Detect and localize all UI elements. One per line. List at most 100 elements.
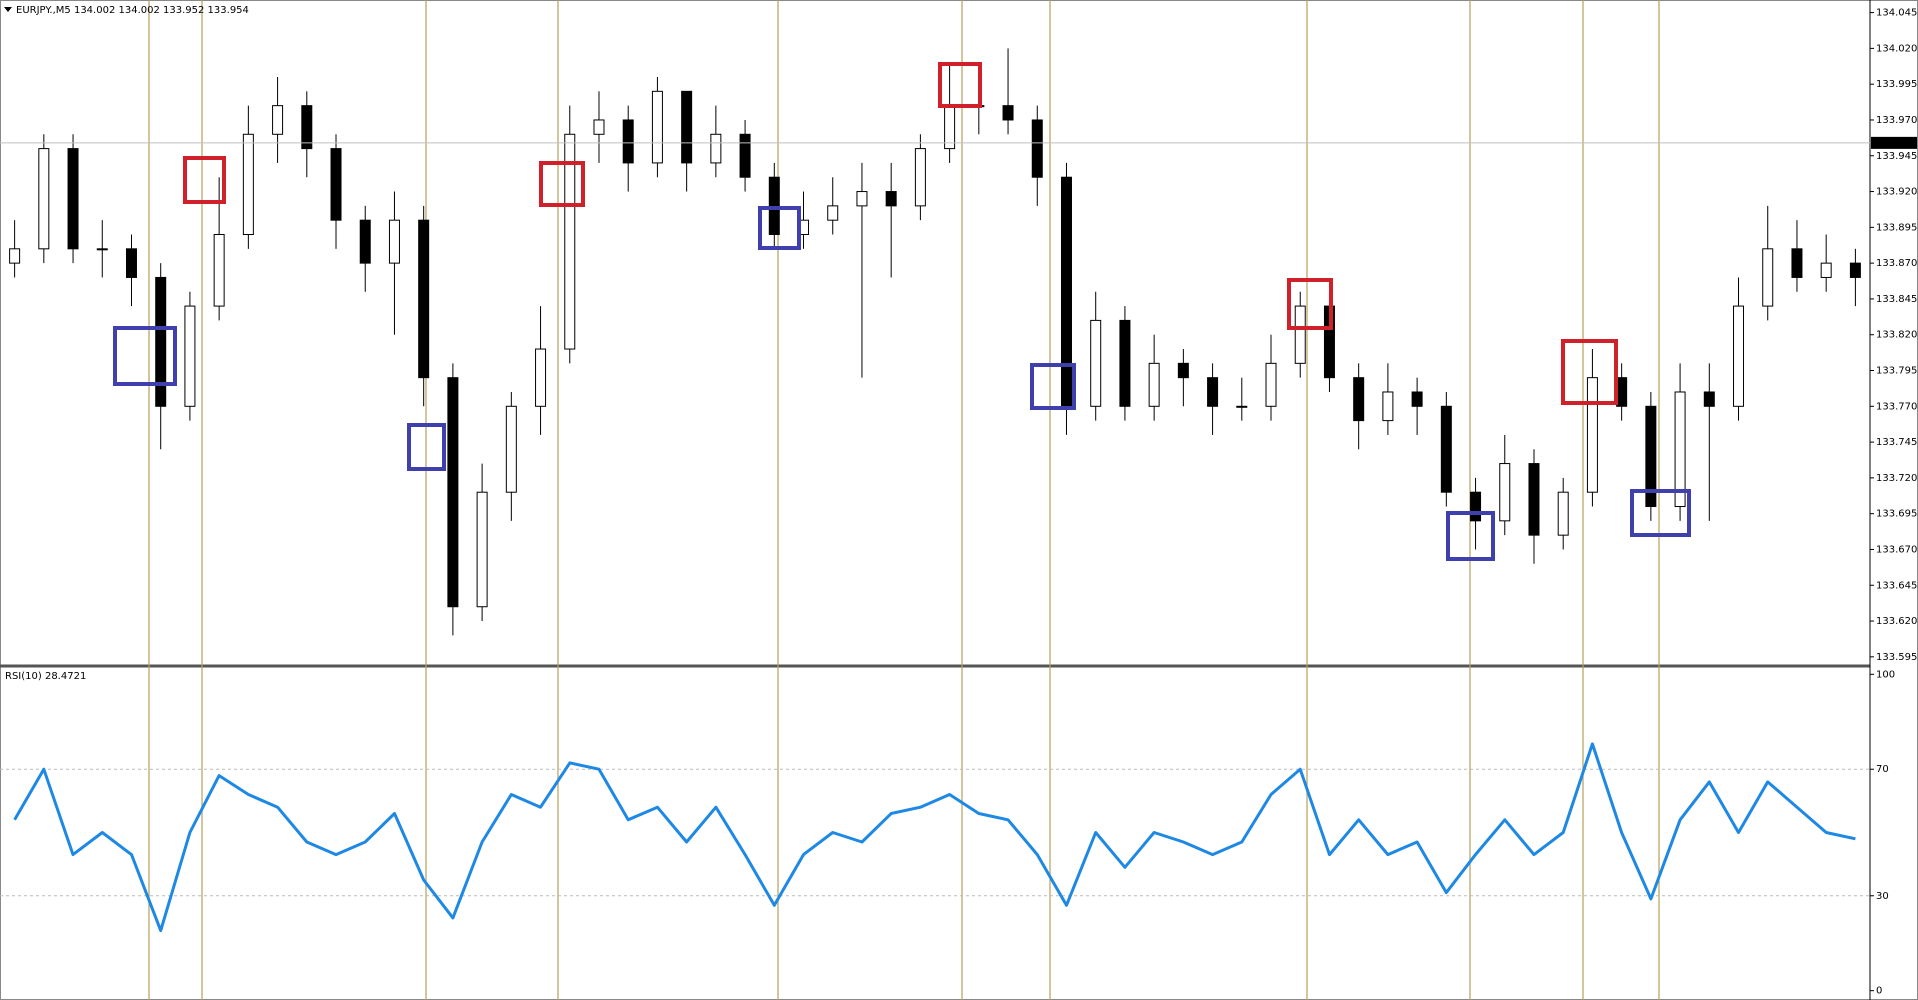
high-box xyxy=(1287,278,1333,330)
y-tick-label: 133.870 xyxy=(1876,258,1917,269)
candle-body xyxy=(622,119,634,164)
candle-body xyxy=(359,219,371,264)
y-tick-label: 133.770 xyxy=(1876,401,1917,412)
candle-body xyxy=(1528,463,1540,536)
marks xyxy=(0,48,1870,933)
y-tick-label: 133.595 xyxy=(1876,652,1917,663)
y-tick-label: 70 xyxy=(1876,764,1889,775)
candle-body xyxy=(1002,105,1014,121)
y-tick-label: 133.845 xyxy=(1876,294,1917,305)
y-tick-label: 133.995 xyxy=(1876,79,1917,90)
low-box xyxy=(1030,363,1076,410)
candle-body xyxy=(330,148,342,221)
indicator-title: RSI(10) 28.4721 xyxy=(5,671,86,682)
candle-body xyxy=(885,191,897,207)
y-tick-label: 133.920 xyxy=(1876,187,1917,198)
candle-body xyxy=(1616,377,1628,407)
y-tick-label: 133.670 xyxy=(1876,544,1917,555)
candle-body xyxy=(1353,377,1365,422)
candle-body xyxy=(1090,319,1102,407)
candle-body xyxy=(710,133,722,164)
candle-body xyxy=(96,248,108,251)
last-price-label: 133.954 xyxy=(1874,138,1915,149)
candle-body xyxy=(768,176,780,235)
menu-triangle[interactable] xyxy=(4,7,12,12)
candle-body xyxy=(1060,176,1072,407)
candle-body xyxy=(593,119,605,135)
low-box xyxy=(113,326,177,386)
y-tick-label: 134.045 xyxy=(1876,8,1917,19)
low-box xyxy=(407,423,446,471)
candle-body xyxy=(1762,248,1774,307)
y-tick-label: 133.745 xyxy=(1876,437,1917,448)
vertical-lines xyxy=(148,0,1660,1000)
candle-body xyxy=(447,377,459,608)
candle-body xyxy=(1703,391,1715,407)
candle-body xyxy=(944,105,956,150)
candle-body xyxy=(739,133,751,178)
high-box xyxy=(539,161,585,207)
candle-body xyxy=(1470,491,1482,522)
rsi-line xyxy=(13,742,1856,933)
candle-body xyxy=(1236,405,1248,408)
y-tick-label: 133.820 xyxy=(1876,330,1917,341)
candle-body xyxy=(1119,319,1131,407)
candle-body xyxy=(125,248,137,278)
candle-body xyxy=(1791,248,1803,278)
candle-body xyxy=(914,148,926,207)
candle-body xyxy=(9,248,21,264)
last-price-box xyxy=(1871,136,1917,149)
candle-body xyxy=(1645,405,1657,508)
candle-body xyxy=(388,219,400,264)
candle-body xyxy=(1148,362,1160,407)
low-box xyxy=(1630,489,1691,537)
high-box xyxy=(183,156,226,204)
candle-body xyxy=(1674,391,1686,508)
y-tick-label: 100 xyxy=(1876,669,1895,680)
y-tick-label: 133.795 xyxy=(1876,366,1917,377)
candle-body xyxy=(67,148,79,250)
candle-body xyxy=(856,191,868,207)
candle-body xyxy=(418,219,430,379)
candle-body xyxy=(38,148,50,250)
candle-body xyxy=(1557,491,1569,536)
candle-body xyxy=(1499,463,1511,522)
candle-body xyxy=(1265,362,1277,407)
candle-body xyxy=(1820,262,1832,278)
candle-body xyxy=(827,205,839,221)
annotation-boxes xyxy=(113,62,1691,561)
candle-body xyxy=(184,305,196,407)
candle-body xyxy=(1411,391,1423,407)
y-tick-label: 133.970 xyxy=(1876,115,1917,126)
candle-body xyxy=(301,105,313,150)
y-tick-label: 133.620 xyxy=(1876,616,1917,627)
low-box xyxy=(758,206,801,250)
y-tick-label: 133.695 xyxy=(1876,509,1917,520)
candle-body xyxy=(242,133,254,235)
y-tick-label: 134.020 xyxy=(1876,43,1917,54)
candle-body xyxy=(1586,377,1598,493)
candle-body xyxy=(1207,377,1219,407)
candle-body xyxy=(564,133,576,350)
candle-body xyxy=(1849,262,1861,278)
candle-body xyxy=(505,405,517,493)
candle-body xyxy=(1733,305,1745,407)
y-tick-label: 133.895 xyxy=(1876,222,1917,233)
candle-body xyxy=(651,90,663,164)
y-tick-label: 0 xyxy=(1876,986,1882,997)
chart-title: EURJPY.,M5 134.002 134.002 133.952 133.9… xyxy=(16,5,249,16)
candle-body xyxy=(1440,405,1452,493)
high-box xyxy=(938,62,982,108)
candle-body xyxy=(1177,362,1189,379)
low-box xyxy=(1446,511,1495,561)
candle-body xyxy=(681,90,693,164)
candle-body xyxy=(476,491,488,608)
candle-body xyxy=(535,348,547,407)
y-tick-label: 30 xyxy=(1876,891,1889,902)
candle-body xyxy=(1382,391,1394,422)
y-tick-label: 133.720 xyxy=(1876,473,1917,484)
candle-body xyxy=(272,105,284,135)
candle-body xyxy=(155,276,167,407)
